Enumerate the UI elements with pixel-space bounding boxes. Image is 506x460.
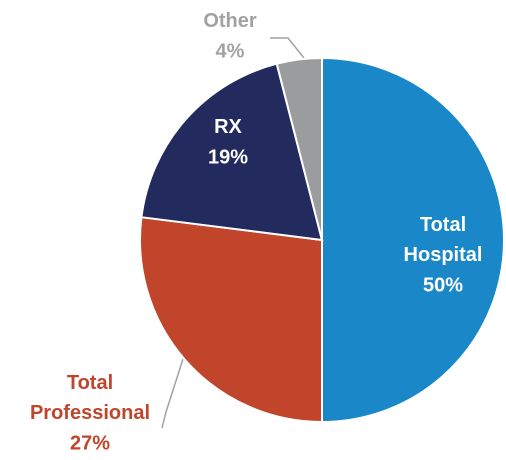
- value-label: 50%: [423, 274, 463, 296]
- pie-slice: [139, 216, 323, 424]
- slice-label: Other: [203, 10, 257, 32]
- pie-slice: [321, 56, 505, 424]
- value-label: 27%: [70, 432, 110, 454]
- pie-slice: [275, 56, 323, 241]
- slice-label: Total Professional: [30, 372, 150, 424]
- leader-line: [161, 355, 185, 429]
- slice-label: RX: [214, 116, 242, 138]
- value-label: 4%: [216, 40, 245, 62]
- value-label: 19%: [208, 146, 248, 168]
- pie-slice: [140, 62, 324, 242]
- slice-label: Total Hospital: [404, 214, 483, 266]
- leader-line: [270, 37, 305, 59]
